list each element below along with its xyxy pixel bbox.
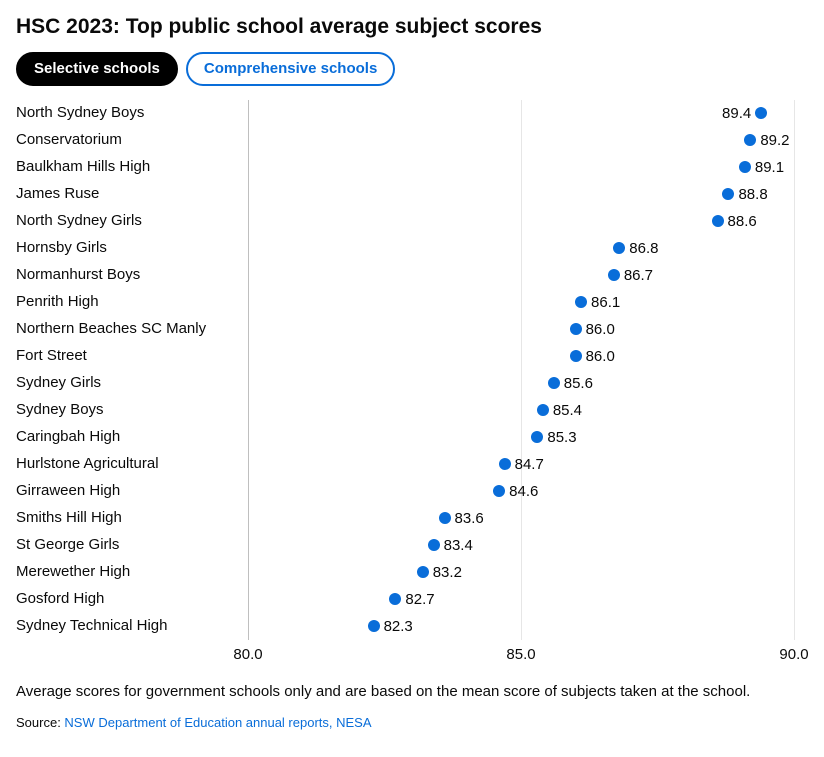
- data-dot: [531, 431, 543, 443]
- school-label: Northern Beaches SC Manly: [16, 320, 228, 338]
- chart-row: Caringbah High85.3: [236, 424, 806, 451]
- data-dot: [499, 458, 511, 470]
- data-value-label: 84.6: [509, 483, 538, 500]
- school-label: Girraween High: [16, 482, 228, 500]
- data-dot: [744, 134, 756, 146]
- data-value-label: 83.4: [444, 537, 473, 554]
- chart-row: Gosford High82.7: [236, 586, 806, 613]
- school-label: Hurlstone Agricultural: [16, 455, 228, 473]
- school-label: St George Girls: [16, 536, 228, 554]
- chart-row: Sydney Girls85.6: [236, 370, 806, 397]
- data-dot: [548, 377, 560, 389]
- data-value-label: 86.8: [629, 240, 658, 257]
- data-value-label: 84.7: [515, 456, 544, 473]
- school-label: Merewether High: [16, 563, 228, 581]
- data-dot: [537, 404, 549, 416]
- chart-row: Normanhurst Boys86.7: [236, 262, 806, 289]
- data-value-label: 85.6: [564, 375, 593, 392]
- x-tick-label: 80.0: [233, 646, 262, 663]
- data-dot: [368, 620, 380, 632]
- school-label: Smiths Hill High: [16, 509, 228, 527]
- data-dot: [439, 512, 451, 524]
- data-dot: [493, 485, 505, 497]
- data-value-label: 86.0: [586, 348, 615, 365]
- data-value-label: 86.1: [591, 294, 620, 311]
- chart-row: Merewether High83.2: [236, 559, 806, 586]
- data-dot: [722, 188, 734, 200]
- data-dot: [389, 593, 401, 605]
- school-label: Conservatorium: [16, 131, 228, 149]
- data-dot: [417, 566, 429, 578]
- data-dot: [613, 242, 625, 254]
- source-label: Source:: [16, 715, 64, 730]
- tab-selective[interactable]: Selective schools: [16, 52, 178, 86]
- data-value-label: 86.7: [624, 267, 653, 284]
- school-label: James Ruse: [16, 185, 228, 203]
- data-dot: [570, 323, 582, 335]
- data-value-label: 89.4: [722, 105, 751, 122]
- chart-row: Baulkham Hills High89.1: [236, 154, 806, 181]
- chart-source: Source: NSW Department of Education annu…: [16, 715, 808, 730]
- school-label: Baulkham Hills High: [16, 158, 228, 176]
- school-label: Hornsby Girls: [16, 239, 228, 257]
- school-label: Penrith High: [16, 293, 228, 311]
- chart-row: North Sydney Boys89.4: [236, 100, 806, 127]
- data-dot: [755, 107, 767, 119]
- tab-comprehensive[interactable]: Comprehensive schools: [186, 52, 395, 86]
- x-tick-label: 85.0: [506, 646, 535, 663]
- school-label: Caringbah High: [16, 428, 228, 446]
- chart-row: Girraween High84.6: [236, 478, 806, 505]
- data-value-label: 88.8: [738, 186, 767, 203]
- chart-row: James Ruse88.8: [236, 181, 806, 208]
- data-value-label: 85.3: [547, 429, 576, 446]
- chart-title: HSC 2023: Top public school average subj…: [16, 14, 808, 40]
- tab-group: Selective schools Comprehensive schools: [16, 52, 808, 86]
- chart-row: Hornsby Girls86.8: [236, 235, 806, 262]
- source-link[interactable]: NSW Department of Education annual repor…: [64, 715, 371, 730]
- school-label: Sydney Technical High: [16, 617, 228, 635]
- x-tick-label: 90.0: [779, 646, 808, 663]
- data-value-label: 82.7: [405, 591, 434, 608]
- data-value-label: 82.3: [384, 618, 413, 635]
- school-label: North Sydney Girls: [16, 212, 228, 230]
- school-label: Gosford High: [16, 590, 228, 608]
- school-label: Sydney Boys: [16, 401, 228, 419]
- data-value-label: 89.2: [760, 132, 789, 149]
- data-dot: [608, 269, 620, 281]
- chart-row: North Sydney Girls88.6: [236, 208, 806, 235]
- dot-plot: North Sydney Boys89.4Conservatorium89.2B…: [16, 100, 808, 668]
- data-value-label: 85.4: [553, 402, 582, 419]
- data-dot: [712, 215, 724, 227]
- school-label: Fort Street: [16, 347, 228, 365]
- data-value-label: 88.6: [728, 213, 757, 230]
- school-label: North Sydney Boys: [16, 104, 228, 122]
- data-dot: [570, 350, 582, 362]
- data-dot: [575, 296, 587, 308]
- data-dot: [428, 539, 440, 551]
- data-dot: [739, 161, 751, 173]
- chart-row: Sydney Boys85.4: [236, 397, 806, 424]
- chart-row: Hurlstone Agricultural84.7: [236, 451, 806, 478]
- data-value-label: 89.1: [755, 159, 784, 176]
- chart-row: Conservatorium89.2: [236, 127, 806, 154]
- school-label: Sydney Girls: [16, 374, 228, 392]
- chart-row: Fort Street86.0: [236, 343, 806, 370]
- chart-row: Penrith High86.1: [236, 289, 806, 316]
- chart-row: St George Girls83.4: [236, 532, 806, 559]
- chart-footnote: Average scores for government schools on…: [16, 682, 808, 702]
- chart-row: Northern Beaches SC Manly86.0: [236, 316, 806, 343]
- chart-row: Smiths Hill High83.6: [236, 505, 806, 532]
- data-value-label: 83.2: [433, 564, 462, 581]
- data-value-label: 83.6: [455, 510, 484, 527]
- school-label: Normanhurst Boys: [16, 266, 228, 284]
- chart-row: Sydney Technical High82.3: [236, 613, 806, 640]
- data-value-label: 86.0: [586, 321, 615, 338]
